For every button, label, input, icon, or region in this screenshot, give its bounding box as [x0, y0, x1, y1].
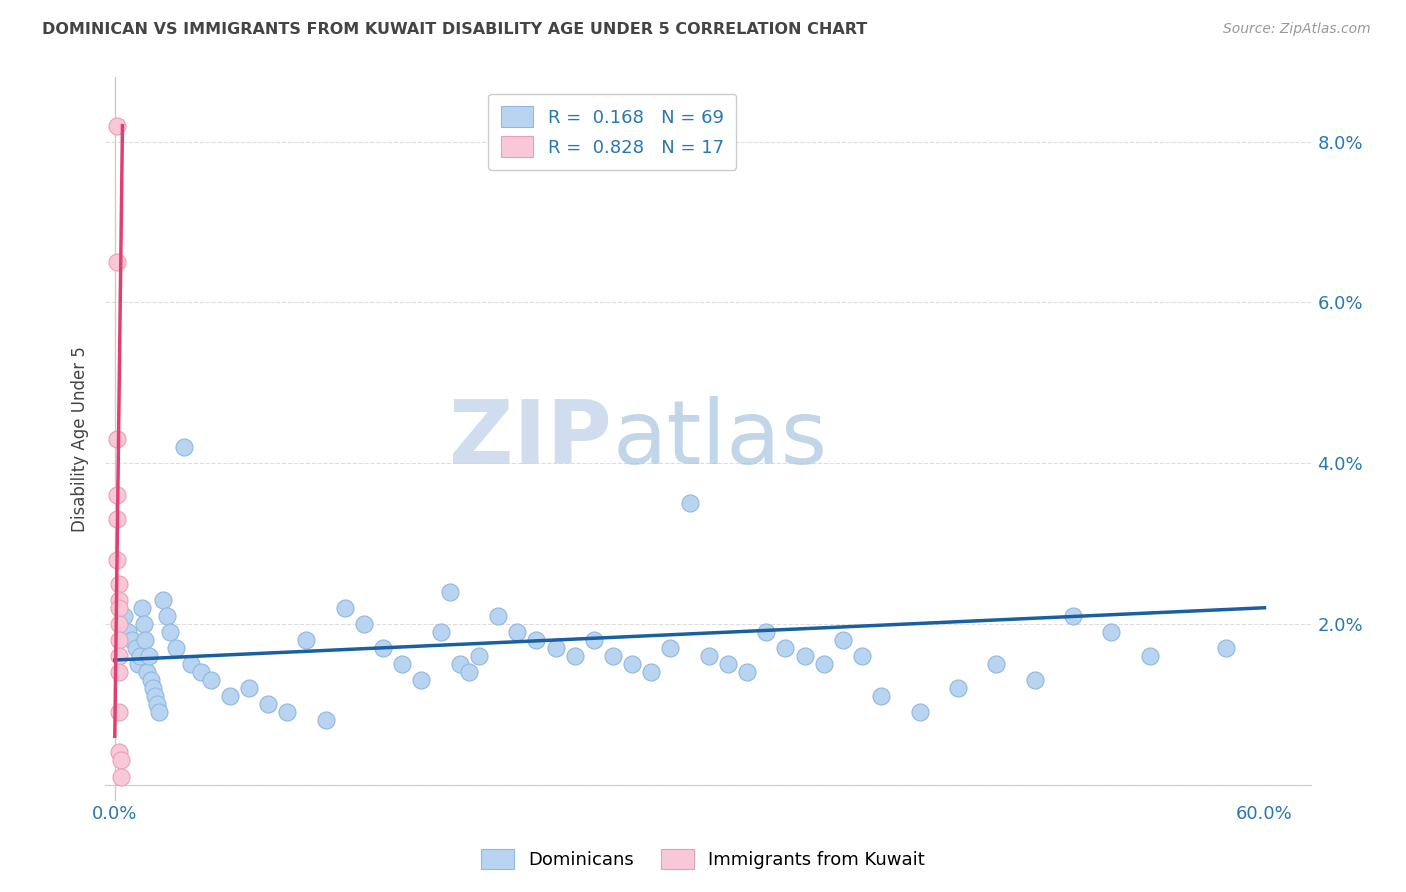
Point	[128, 648, 150, 663]
Point	[1215, 640, 1237, 655]
Point	[755, 624, 778, 639]
Point	[143, 689, 166, 703]
Point	[142, 681, 165, 695]
Point	[190, 665, 212, 679]
Point	[411, 673, 433, 687]
Point	[449, 657, 471, 671]
Point	[152, 592, 174, 607]
Point	[127, 657, 149, 671]
Point	[105, 119, 128, 133]
Point	[107, 665, 129, 679]
Point	[121, 632, 143, 647]
Point	[429, 624, 451, 639]
Point	[851, 648, 873, 663]
Point	[986, 657, 1008, 671]
Point	[112, 608, 135, 623]
Point	[276, 705, 298, 719]
Y-axis label: Disability Age Under 5: Disability Age Under 5	[72, 346, 89, 532]
Point	[132, 616, 155, 631]
Point	[564, 648, 586, 663]
Point	[295, 632, 318, 647]
Point	[125, 640, 148, 655]
Point	[218, 689, 240, 703]
Point	[105, 488, 128, 502]
Point	[131, 600, 153, 615]
Point	[136, 665, 159, 679]
Point	[735, 665, 758, 679]
Point	[582, 632, 605, 647]
Point	[155, 608, 177, 623]
Point	[159, 624, 181, 639]
Point	[107, 616, 129, 631]
Point	[832, 632, 855, 647]
Point	[110, 754, 132, 768]
Point	[110, 770, 132, 784]
Point	[141, 673, 163, 687]
Point	[506, 624, 529, 639]
Point	[640, 665, 662, 679]
Point	[238, 681, 260, 695]
Point	[678, 496, 700, 510]
Point	[315, 713, 337, 727]
Point	[105, 512, 128, 526]
Point	[1099, 624, 1122, 639]
Point	[105, 255, 128, 269]
Point	[257, 697, 280, 711]
Point	[200, 673, 222, 687]
Point	[659, 640, 682, 655]
Point	[371, 640, 394, 655]
Point	[107, 705, 129, 719]
Point	[105, 432, 128, 446]
Point	[775, 640, 797, 655]
Point	[333, 600, 356, 615]
Point	[146, 697, 169, 711]
Point	[107, 632, 129, 647]
Point	[468, 648, 491, 663]
Point	[793, 648, 815, 663]
Point	[148, 705, 170, 719]
Point	[486, 608, 509, 623]
Text: ZIP: ZIP	[450, 395, 612, 483]
Point	[946, 681, 969, 695]
Point	[107, 592, 129, 607]
Point	[180, 657, 202, 671]
Point	[439, 584, 461, 599]
Point	[173, 440, 195, 454]
Text: Source: ZipAtlas.com: Source: ZipAtlas.com	[1223, 22, 1371, 37]
Point	[107, 648, 129, 663]
Point	[138, 648, 160, 663]
Point	[353, 616, 375, 631]
Point	[908, 705, 931, 719]
Point	[458, 665, 481, 679]
Point	[621, 657, 644, 671]
Text: atlas: atlas	[612, 395, 827, 483]
Point	[870, 689, 893, 703]
Point	[105, 552, 128, 566]
Point	[813, 657, 835, 671]
Point	[544, 640, 567, 655]
Text: DOMINICAN VS IMMIGRANTS FROM KUWAIT DISABILITY AGE UNDER 5 CORRELATION CHART: DOMINICAN VS IMMIGRANTS FROM KUWAIT DISA…	[42, 22, 868, 37]
Point	[1139, 648, 1161, 663]
Legend: R =  0.168   N = 69, R =  0.828   N = 17: R = 0.168 N = 69, R = 0.828 N = 17	[488, 94, 737, 169]
Point	[107, 576, 129, 591]
Point	[165, 640, 187, 655]
Point	[117, 624, 139, 639]
Point	[524, 632, 547, 647]
Point	[107, 600, 129, 615]
Point	[391, 657, 413, 671]
Point	[602, 648, 624, 663]
Point	[134, 632, 156, 647]
Legend: Dominicans, Immigrants from Kuwait: Dominicans, Immigrants from Kuwait	[472, 839, 934, 879]
Point	[107, 746, 129, 760]
Point	[697, 648, 720, 663]
Point	[717, 657, 740, 671]
Point	[1024, 673, 1046, 687]
Point	[1062, 608, 1084, 623]
